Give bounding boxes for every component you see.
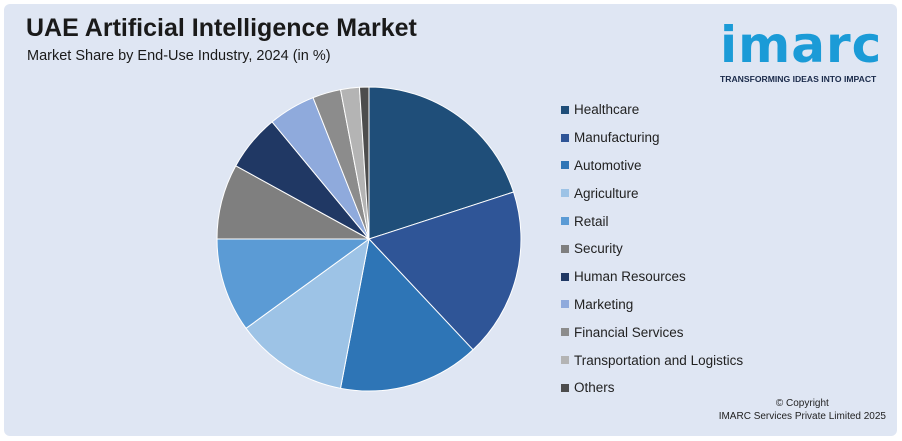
legend-item-retail: Retail: [561, 207, 743, 235]
pie-slice-retail: [216, 238, 371, 330]
pie-slice-manufacturing: [368, 191, 522, 351]
legend-swatch: [561, 356, 569, 365]
legend-swatch: [561, 300, 569, 309]
pie-slice-others: [358, 86, 370, 240]
legend-swatch: [561, 133, 569, 142]
legend-label: Security: [574, 241, 623, 257]
legend-label: Marketing: [574, 296, 634, 312]
legend-item-marketing: Marketing: [561, 291, 743, 319]
legend-label: Others: [574, 380, 615, 396]
legend-item-security: Security: [561, 235, 743, 263]
copyright-line1: © Copyright: [775, 398, 829, 409]
legend-item-manufacturing: Manufacturing: [561, 124, 743, 152]
imarc-logo: imarc TRANSFORMING IDEAS INTO IMPACT: [716, 10, 892, 90]
copyright-line2: IMARC Services Private Limited 2025: [718, 411, 886, 422]
legend-swatch: [561, 272, 569, 281]
pie-slice-automotive: [339, 237, 474, 392]
chart-subtitle: Market Share by End-Use Industry, 2024 (…: [27, 48, 331, 64]
legend-swatch: [561, 383, 569, 392]
legend-swatch: [561, 244, 569, 253]
chart-title: UAE Artificial Intelligence Market: [26, 14, 417, 42]
logo-tagline: TRANSFORMING IDEAS INTO IMPACT: [720, 74, 877, 84]
legend-label: Manufacturing: [574, 130, 660, 146]
legend-item-human-resources: Human Resources: [561, 263, 743, 291]
legend-item-agriculture: Agriculture: [561, 179, 743, 207]
legend-item-healthcare: Healthcare: [561, 96, 743, 124]
legend-swatch: [561, 105, 569, 114]
legend-item-transportation-and-logistics: Transportation and Logistics: [561, 346, 743, 374]
legend-swatch: [561, 328, 569, 337]
legend-label: Healthcare: [574, 102, 640, 118]
legend-label: Financial Services: [574, 324, 684, 340]
legend-label: Agriculture: [574, 185, 639, 201]
legend-label: Retail: [574, 213, 609, 229]
legend-item-financial-services: Financial Services: [561, 318, 743, 346]
legend-swatch: [561, 189, 569, 198]
legend-swatch: [561, 161, 569, 170]
chart-legend: Healthcare Manufacturing Automotive Agricul…: [561, 96, 743, 402]
legend-swatch: [561, 217, 569, 226]
pie-slice-agriculture: [245, 237, 370, 389]
legend-label: Automotive: [574, 157, 642, 173]
legend-item-automotive: Automotive: [561, 152, 743, 180]
pie-slice-healthcare: [368, 86, 515, 240]
legend-item-others: Others: [561, 374, 743, 402]
logo-wordmark: imarc: [720, 16, 883, 74]
legend-label: Transportation and Logistics: [574, 352, 744, 368]
copyright-notice: © Copyright IMARC Services Private Limit…: [719, 397, 886, 423]
legend-label: Human Resources: [574, 269, 686, 285]
